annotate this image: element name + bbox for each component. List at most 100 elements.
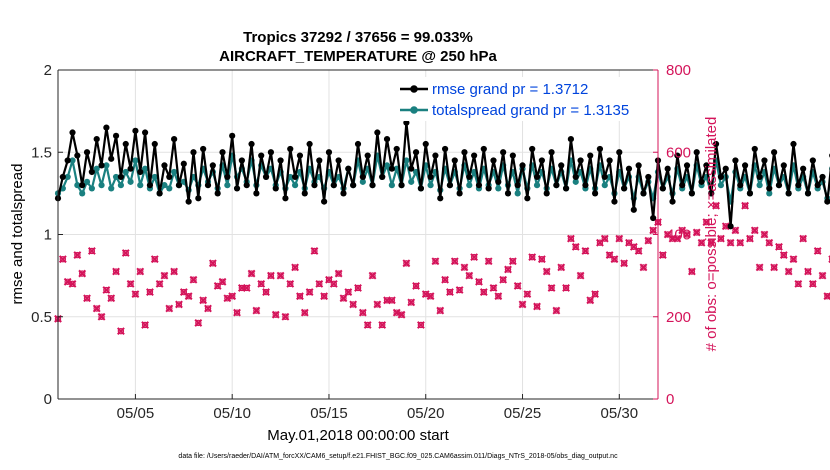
obs-circle [490, 284, 497, 292]
obs-point [126, 279, 135, 288]
totalspread-point [103, 162, 110, 169]
obs-point [808, 279, 817, 288]
obs-circle [446, 288, 454, 296]
obs-point [600, 234, 609, 243]
obs-circle [137, 268, 144, 275]
obs-circle [301, 309, 308, 316]
obs-circle [538, 255, 546, 263]
obs-point [339, 294, 348, 303]
obs-circle [214, 282, 221, 290]
rmse-point [572, 173, 579, 181]
totalspread-point [224, 182, 231, 189]
obs-point [78, 269, 87, 278]
obs-circle [233, 309, 241, 316]
x-tick-label: 05/30 [601, 405, 639, 422]
obs-circle [795, 280, 802, 288]
tick-labels: 05/05 05/10 05/15 05/20 05/25 05/3000.511.520… [31, 62, 691, 422]
obs-circle [412, 282, 420, 290]
y-axis-left-label: rmse and totalspread [9, 164, 26, 305]
totalspread-point [291, 182, 299, 189]
obs-point [552, 306, 561, 315]
rmse-point [175, 182, 183, 189]
obs-circle [519, 301, 526, 308]
obs-point [823, 292, 830, 301]
rmse-point [219, 149, 226, 156]
rmse-point [529, 145, 536, 153]
obs-point [310, 247, 319, 255]
totalspread-point [717, 182, 725, 189]
obs-circle [282, 313, 289, 320]
x-tick-label: 05/05 [117, 405, 155, 422]
rmse-point [538, 157, 545, 164]
rmse-point [814, 182, 821, 189]
obs-circle [180, 288, 188, 296]
rmse-point [577, 157, 584, 164]
obs-point [484, 257, 493, 266]
rmse-point [282, 195, 289, 202]
obs-circle [809, 280, 817, 288]
obs-point [644, 236, 653, 245]
obs-point [523, 290, 532, 299]
rmse-point [558, 162, 565, 169]
obs-circle [374, 301, 381, 308]
obs-point [305, 288, 314, 296]
obs-circle [345, 288, 352, 296]
obs-point [349, 300, 358, 309]
rmse-point [795, 182, 802, 189]
obs-point [726, 238, 735, 247]
rmse-point [88, 168, 95, 176]
totalspread-point [127, 178, 134, 185]
obs-point [770, 263, 779, 272]
obs-circle [756, 264, 763, 271]
rmse-point [340, 190, 347, 197]
rmse-point [630, 206, 637, 213]
obs-circle [567, 235, 575, 242]
obs-circle [151, 255, 158, 263]
obs-circle [587, 297, 594, 304]
obs-circle [533, 303, 541, 310]
rmse-point [524, 195, 531, 202]
rmse-point [441, 145, 449, 153]
obs-point [199, 296, 208, 305]
rmse-point [214, 190, 221, 197]
obs-circle [432, 258, 439, 265]
obs-point [450, 257, 459, 266]
totalspread-point [756, 182, 763, 189]
obs-point [97, 312, 106, 321]
obs-circle [403, 260, 410, 267]
y-left-tick-label: 0 [44, 391, 52, 408]
obs-point [649, 226, 658, 235]
axes [57, 69, 659, 400]
totalspread-point [495, 185, 502, 192]
rmse-point [156, 190, 163, 197]
rmse-point [601, 173, 608, 181]
obs-point [112, 267, 120, 276]
obs-circle [122, 249, 129, 257]
obs-circle [354, 284, 362, 292]
obs-circle [543, 268, 550, 275]
x-tick-label: 05/25 [504, 405, 542, 422]
obs-circle [751, 227, 758, 234]
obs-circle [228, 292, 236, 300]
rmse-point [161, 162, 168, 169]
obs-point [707, 238, 716, 247]
rmse-point [456, 190, 463, 197]
obs-point [446, 288, 454, 296]
footnote: data file: /Users/raeder/DAI/ATM_forcXX/… [178, 453, 618, 460]
obs-circle [98, 313, 105, 320]
rmse-point [103, 124, 110, 131]
obs-point [712, 201, 720, 210]
rmse-point [790, 140, 797, 148]
obs-circle [717, 235, 725, 242]
rmse-point [466, 173, 473, 181]
obs-point [784, 267, 793, 276]
obs-circle [712, 202, 720, 209]
rmse-line [56, 121, 830, 228]
obs-circle [408, 299, 415, 306]
rmse-point [432, 152, 439, 159]
legend-rmse-label: rmse grand pr = 1.3712 [432, 81, 588, 98]
obs-circle [741, 202, 749, 209]
obs-point [639, 263, 648, 272]
rmse-point [504, 190, 512, 197]
rmse-point [582, 182, 589, 189]
